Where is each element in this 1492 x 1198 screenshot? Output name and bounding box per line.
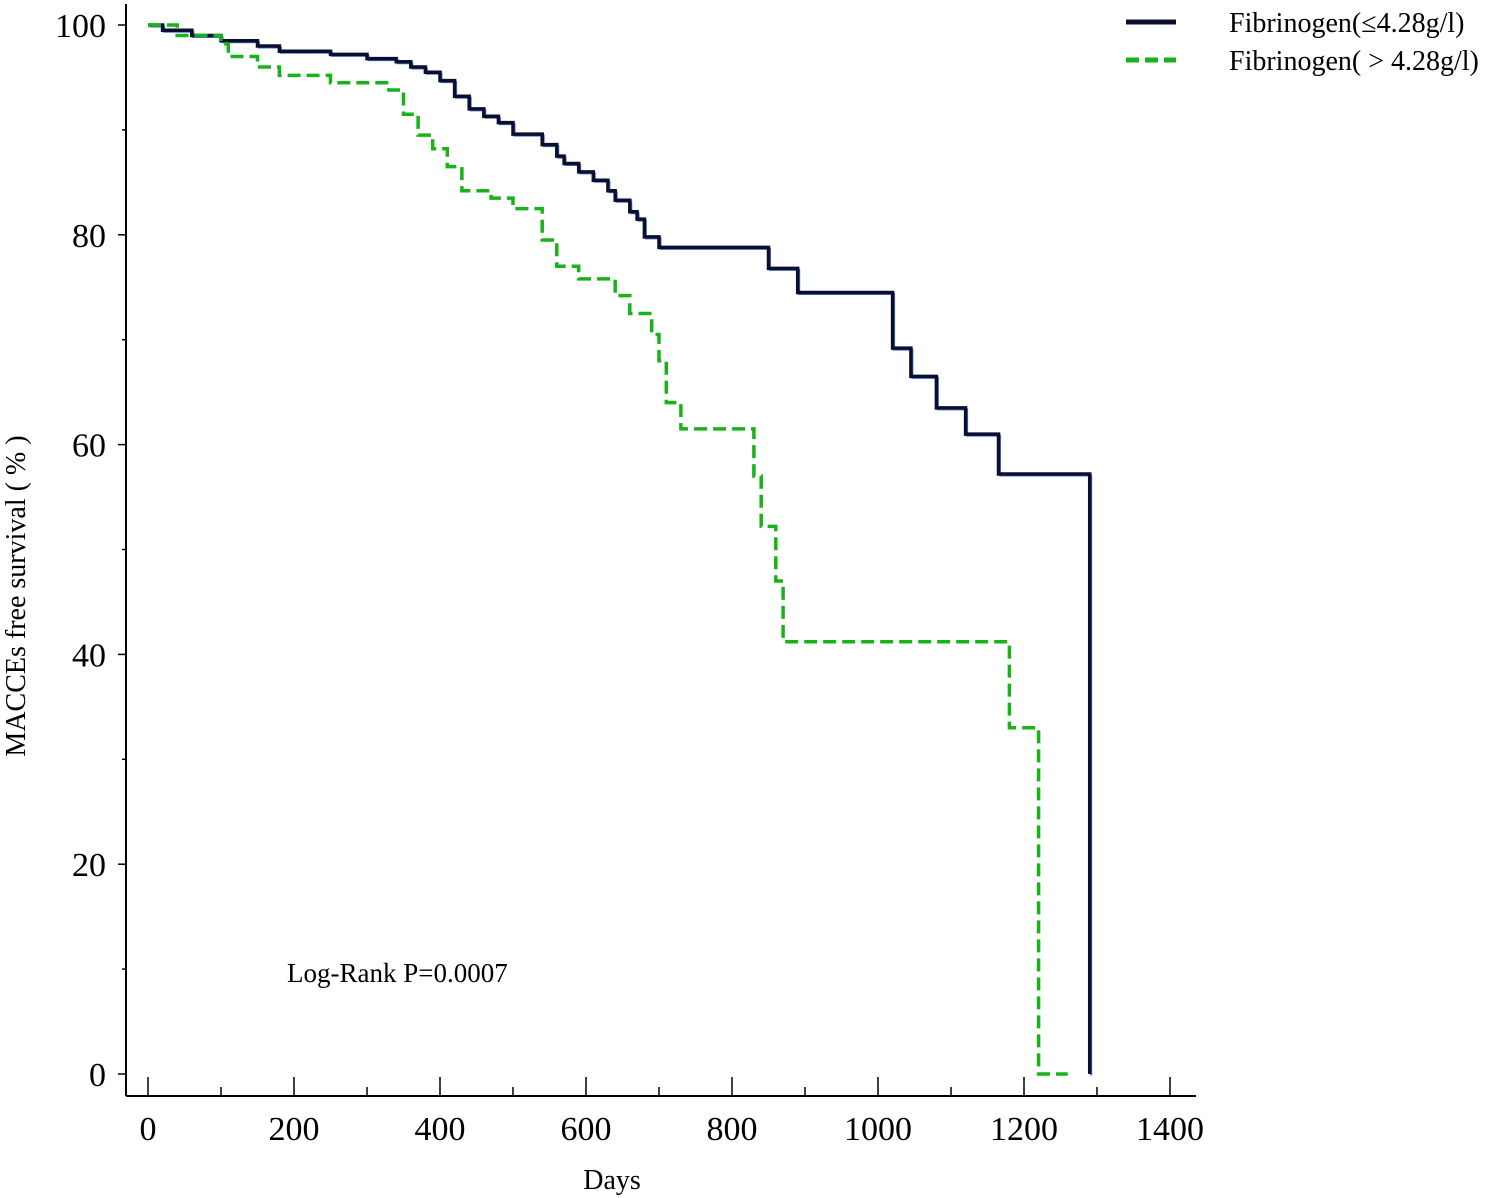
- legend: Fibrinogen(≤4.28g/l) Fibrinogen( > 4.28g/…: [1126, 8, 1479, 77]
- x-axis-title: Days: [583, 1165, 641, 1196]
- y-ticks: 0 20 40 60 80 100: [55, 8, 126, 1094]
- y-tick-label: 60: [72, 428, 106, 465]
- survival-curve-low-fibrinogen: [148, 23, 1092, 1074]
- x-tick-label: 1200: [990, 1111, 1058, 1148]
- x-ticks: 0 200 400 600 800 1000 1200 1400: [140, 1077, 1204, 1148]
- survival-curve-edge: [149, 25, 1093, 1076]
- y-axis-title: MACCEs free survival ( % ): [1, 435, 32, 756]
- legend-label: Fibrinogen(≤4.28g/l): [1229, 8, 1464, 39]
- x-tick-label: 1000: [844, 1111, 912, 1148]
- y-tick-label: 20: [72, 847, 106, 884]
- x-tick-label: 400: [415, 1111, 466, 1148]
- survival-curve-high-fibrinogen: [148, 23, 1068, 1076]
- y-tick-label: 0: [89, 1057, 106, 1094]
- survival-curves: [148, 23, 1093, 1076]
- y-tick-label: 80: [72, 218, 106, 255]
- x-tick-label: 800: [707, 1111, 758, 1148]
- x-tick-label: 0: [140, 1111, 157, 1148]
- x-tick-label: 200: [269, 1111, 320, 1148]
- x-tick-label: 1400: [1136, 1111, 1204, 1148]
- y-tick-label: 100: [55, 8, 106, 45]
- log-rank-annotation: Log-Rank P=0.0007: [287, 958, 508, 988]
- legend-label: Fibrinogen( > 4.28g/l): [1229, 46, 1479, 77]
- y-tick-label: 40: [72, 637, 106, 674]
- axes: [125, 4, 1196, 1097]
- x-tick-label: 600: [561, 1111, 612, 1148]
